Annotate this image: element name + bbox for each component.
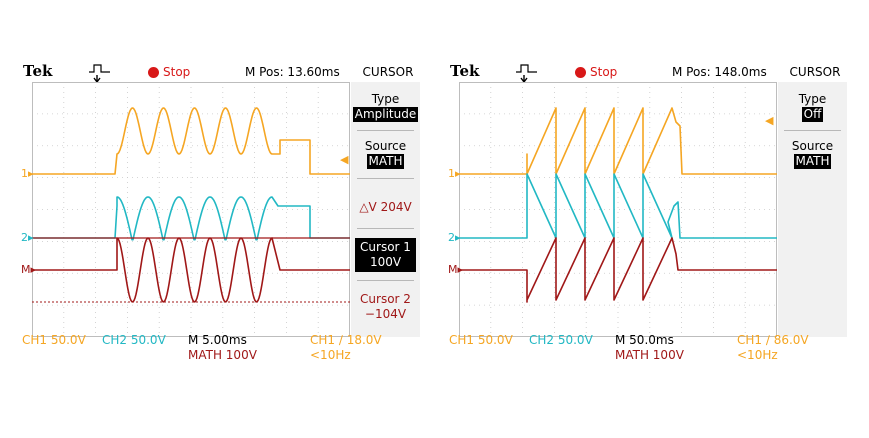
menu-divider bbox=[357, 178, 414, 179]
ch2-ground-marker: 2▸ bbox=[21, 231, 34, 244]
math-waveform bbox=[32, 237, 350, 303]
waveform-graticule bbox=[459, 82, 777, 337]
cursor-side-menu: Type Amplitude Source MATH △V 204V Curso… bbox=[351, 82, 420, 337]
ch2-waveform bbox=[459, 173, 777, 239]
ch2-ground-marker: 2▸ bbox=[448, 231, 461, 244]
cursor-side-menu: Type Off Source MATH bbox=[778, 82, 847, 337]
menu-divider bbox=[357, 228, 414, 229]
trigger-frequency: <10Hz bbox=[737, 348, 778, 362]
ch1-waveform bbox=[32, 107, 350, 175]
trigger-readout: CH1 ∕ 18.0V bbox=[310, 333, 382, 347]
math-waveform bbox=[459, 237, 777, 303]
stop-dot-icon bbox=[148, 66, 159, 78]
graticule-border bbox=[32, 82, 350, 337]
horizontal-position: M Pos: 148.0ms bbox=[672, 65, 767, 79]
ch1-ground-marker: 1▸ bbox=[21, 167, 34, 180]
menu-title: CURSOR bbox=[789, 65, 841, 79]
brand-logo: Tek bbox=[450, 62, 480, 80]
source-menu-item[interactable]: Source MATH bbox=[351, 139, 420, 169]
source-label: Source bbox=[791, 139, 834, 153]
type-label: Type bbox=[798, 92, 827, 106]
waveform-graticule bbox=[32, 82, 350, 337]
source-value: MATH bbox=[366, 154, 405, 169]
trigger-pulse-icon bbox=[516, 64, 537, 84]
ch1-waveform bbox=[459, 107, 777, 175]
cursor2-label: Cursor 2 bbox=[360, 292, 411, 306]
timebase: M 5.00ms bbox=[188, 333, 247, 347]
ch2-waveform bbox=[32, 196, 350, 241]
trigger-pulse-icon bbox=[89, 64, 110, 84]
math-ground-marker: M▸ bbox=[448, 263, 464, 276]
trigger-level-arrow-icon: ◀ bbox=[765, 114, 774, 127]
type-menu-item[interactable]: Type Off bbox=[778, 92, 847, 122]
math-ground-marker: M▸ bbox=[21, 263, 37, 276]
menu-title: CURSOR bbox=[362, 65, 414, 79]
trigger-frequency: <10Hz bbox=[310, 348, 351, 362]
menu-divider bbox=[357, 280, 414, 281]
type-label: Type bbox=[371, 92, 400, 106]
cursor2-menu-item[interactable]: Cursor 2 −104V bbox=[351, 292, 420, 322]
trigger-readout: CH1 ∕ 86.0V bbox=[737, 333, 809, 347]
type-value: Amplitude bbox=[352, 107, 419, 122]
trigger-level-arrow-icon: ◀ bbox=[340, 153, 349, 166]
math-scale: MATH 100V bbox=[615, 348, 684, 362]
type-value: Off bbox=[801, 107, 824, 122]
source-menu-item[interactable]: Source MATH bbox=[778, 139, 847, 169]
cursor1-menu-item[interactable]: Cursor 1 100V bbox=[351, 238, 420, 272]
ch1-scale: CH1 50.0V bbox=[22, 333, 86, 347]
menu-divider bbox=[784, 130, 841, 131]
timebase: M 50.0ms bbox=[615, 333, 674, 347]
graticule-border bbox=[459, 82, 777, 337]
status-label: Stop bbox=[163, 65, 191, 79]
delta-v-readout: △V 204V bbox=[359, 200, 412, 214]
ch1-ground-marker: 1▸ bbox=[448, 167, 461, 180]
oscilloscope-screen-left: Tek Stop M Pos: 13.60ms CURSOR 1▸ 2▸ M▸ … bbox=[20, 60, 420, 365]
source-value: MATH bbox=[793, 154, 832, 169]
type-menu-item[interactable]: Type Amplitude bbox=[351, 92, 420, 122]
math-scale: MATH 100V bbox=[188, 348, 257, 362]
oscilloscope-screen-right: Tek Stop M Pos: 148.0ms CURSOR 1▸ 2▸ M▸ … bbox=[447, 60, 847, 365]
acquisition-status: Stop bbox=[575, 65, 617, 79]
source-label: Source bbox=[364, 139, 407, 153]
stop-dot-icon bbox=[575, 66, 586, 78]
brand-logo: Tek bbox=[23, 62, 53, 80]
cursor1-value: 100V bbox=[369, 255, 402, 269]
ch2-scale: CH2 50.0V bbox=[529, 333, 593, 347]
cursor1-label: Cursor 1 bbox=[360, 240, 411, 254]
ch2-scale: CH2 50.0V bbox=[102, 333, 166, 347]
ch1-scale: CH1 50.0V bbox=[449, 333, 513, 347]
horizontal-position: M Pos: 13.60ms bbox=[245, 65, 340, 79]
cursor2-value: −104V bbox=[364, 307, 407, 321]
status-label: Stop bbox=[590, 65, 618, 79]
acquisition-status: Stop bbox=[148, 65, 190, 79]
menu-divider bbox=[357, 130, 414, 131]
